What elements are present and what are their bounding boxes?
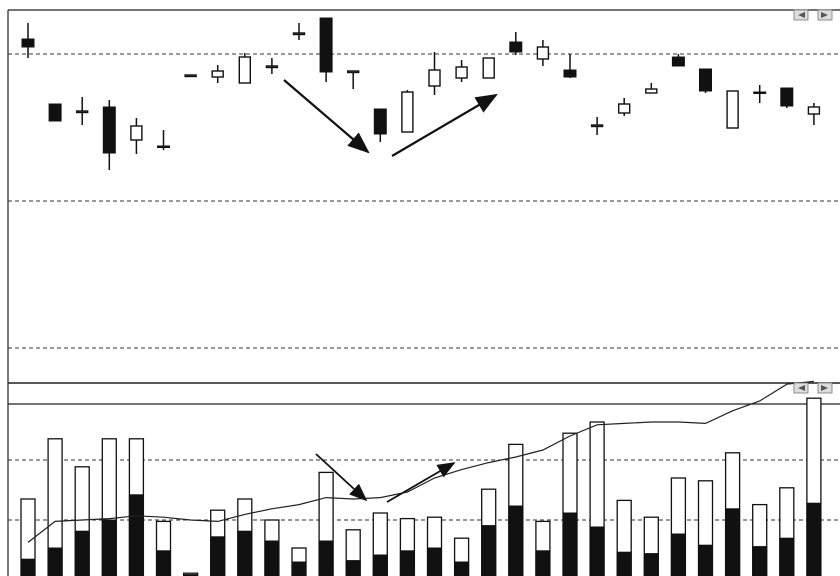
candle-body-bearish — [373, 108, 387, 135]
volume-panel — [8, 380, 840, 576]
candle-body-bullish — [130, 125, 143, 141]
candle-body-bullish — [536, 46, 550, 60]
candle-body-bullish — [590, 124, 604, 128]
candle-body-bearish — [319, 17, 333, 73]
candle-body-bullish — [455, 66, 468, 79]
volume-bar-dark-segment — [156, 550, 171, 576]
candle-body-bearish — [671, 56, 685, 67]
candle-body-bullish — [292, 32, 306, 36]
scroll-left-icon-glyph — [798, 385, 805, 391]
candle-body-bullish — [618, 103, 631, 114]
candle-body-bearish — [102, 106, 116, 154]
candle-body-bullish — [211, 70, 224, 78]
volume-bar-dark-segment — [670, 533, 686, 576]
volume-bar-dark-segment — [345, 560, 361, 576]
arrow-up-right — [386, 462, 456, 503]
scroll-right-icon-glyph — [821, 12, 828, 18]
volume-bar-dark-segment — [616, 551, 632, 576]
volume-bar-dark-segment — [101, 519, 117, 576]
volume-bar-dark-segment — [210, 536, 226, 576]
volume-bar-dark-segment — [291, 561, 307, 576]
volume-bar-dark-segment — [508, 505, 524, 576]
arrow-up-right — [391, 93, 498, 157]
candle-body-bullish — [807, 106, 821, 115]
volume-bar-dark-segment — [725, 508, 741, 576]
chart-frame — [7, 9, 840, 576]
scroll-right-icon[interactable] — [817, 382, 833, 394]
candle-body-bearish — [48, 103, 62, 122]
volume-bar-dark-segment — [589, 526, 605, 576]
volume-bar-dark-segment — [20, 558, 36, 576]
volume-bar-dark-segment — [372, 554, 388, 576]
scroll-left-icon[interactable] — [793, 9, 809, 21]
volume-bar-dark-segment — [562, 512, 578, 576]
candle-body-bullish — [347, 70, 360, 74]
volume-bar-dark-segment — [74, 530, 90, 576]
price-panel — [8, 17, 840, 349]
scroll-right-icon-glyph — [821, 385, 828, 391]
volume-bar-dark-segment — [128, 494, 144, 576]
arrow-down-right — [315, 453, 368, 502]
candle-body-bullish — [401, 91, 414, 133]
volume-bar-dark-segment — [752, 546, 768, 576]
volume-bar-dark-segment — [264, 540, 280, 576]
candle-body-bullish — [184, 74, 197, 78]
volume-bar-dark-segment — [643, 553, 659, 576]
candle-body-bullish — [482, 57, 495, 79]
candle-body-bullish — [265, 65, 279, 69]
volume-bar-dark-segment — [237, 530, 253, 576]
candle-body-bullish — [726, 90, 739, 129]
candle-body-bullish — [238, 56, 252, 84]
arrow-down-right — [283, 79, 370, 154]
candle-body-bearish — [699, 68, 712, 92]
volume-bar-dark-segment — [698, 544, 713, 576]
candle-body-bullish — [75, 110, 89, 114]
scroll-left-icon-glyph — [798, 12, 805, 18]
volume-moving-average-line — [27, 380, 814, 543]
candle-body-bearish — [780, 87, 794, 107]
candle-body-bearish — [157, 145, 170, 148]
volume-bar-dark-segment — [806, 502, 822, 576]
volume-bar-dark-segment — [318, 540, 334, 576]
candle-body-bearish — [563, 69, 577, 78]
volume-bar-dark-segment — [481, 525, 497, 576]
candle-body-bearish — [21, 38, 35, 48]
candle-body-bullish — [428, 69, 441, 87]
scroll-right-icon[interactable] — [817, 9, 833, 21]
volume-bar-dark-segment — [427, 547, 442, 576]
volume-bar-dark-segment — [399, 550, 415, 576]
volume-bar-dark-segment — [454, 561, 470, 576]
scroll-controls — [793, 9, 833, 394]
volume-bar-dark-segment — [779, 537, 795, 576]
candle-body-bearish — [753, 91, 767, 94]
volume-bar-dark-segment — [47, 547, 63, 576]
scroll-left-icon[interactable] — [793, 382, 809, 394]
candle-body-bullish — [645, 88, 658, 94]
candle-body-bearish — [509, 41, 523, 53]
volume-bar-dark-segment — [535, 550, 551, 576]
